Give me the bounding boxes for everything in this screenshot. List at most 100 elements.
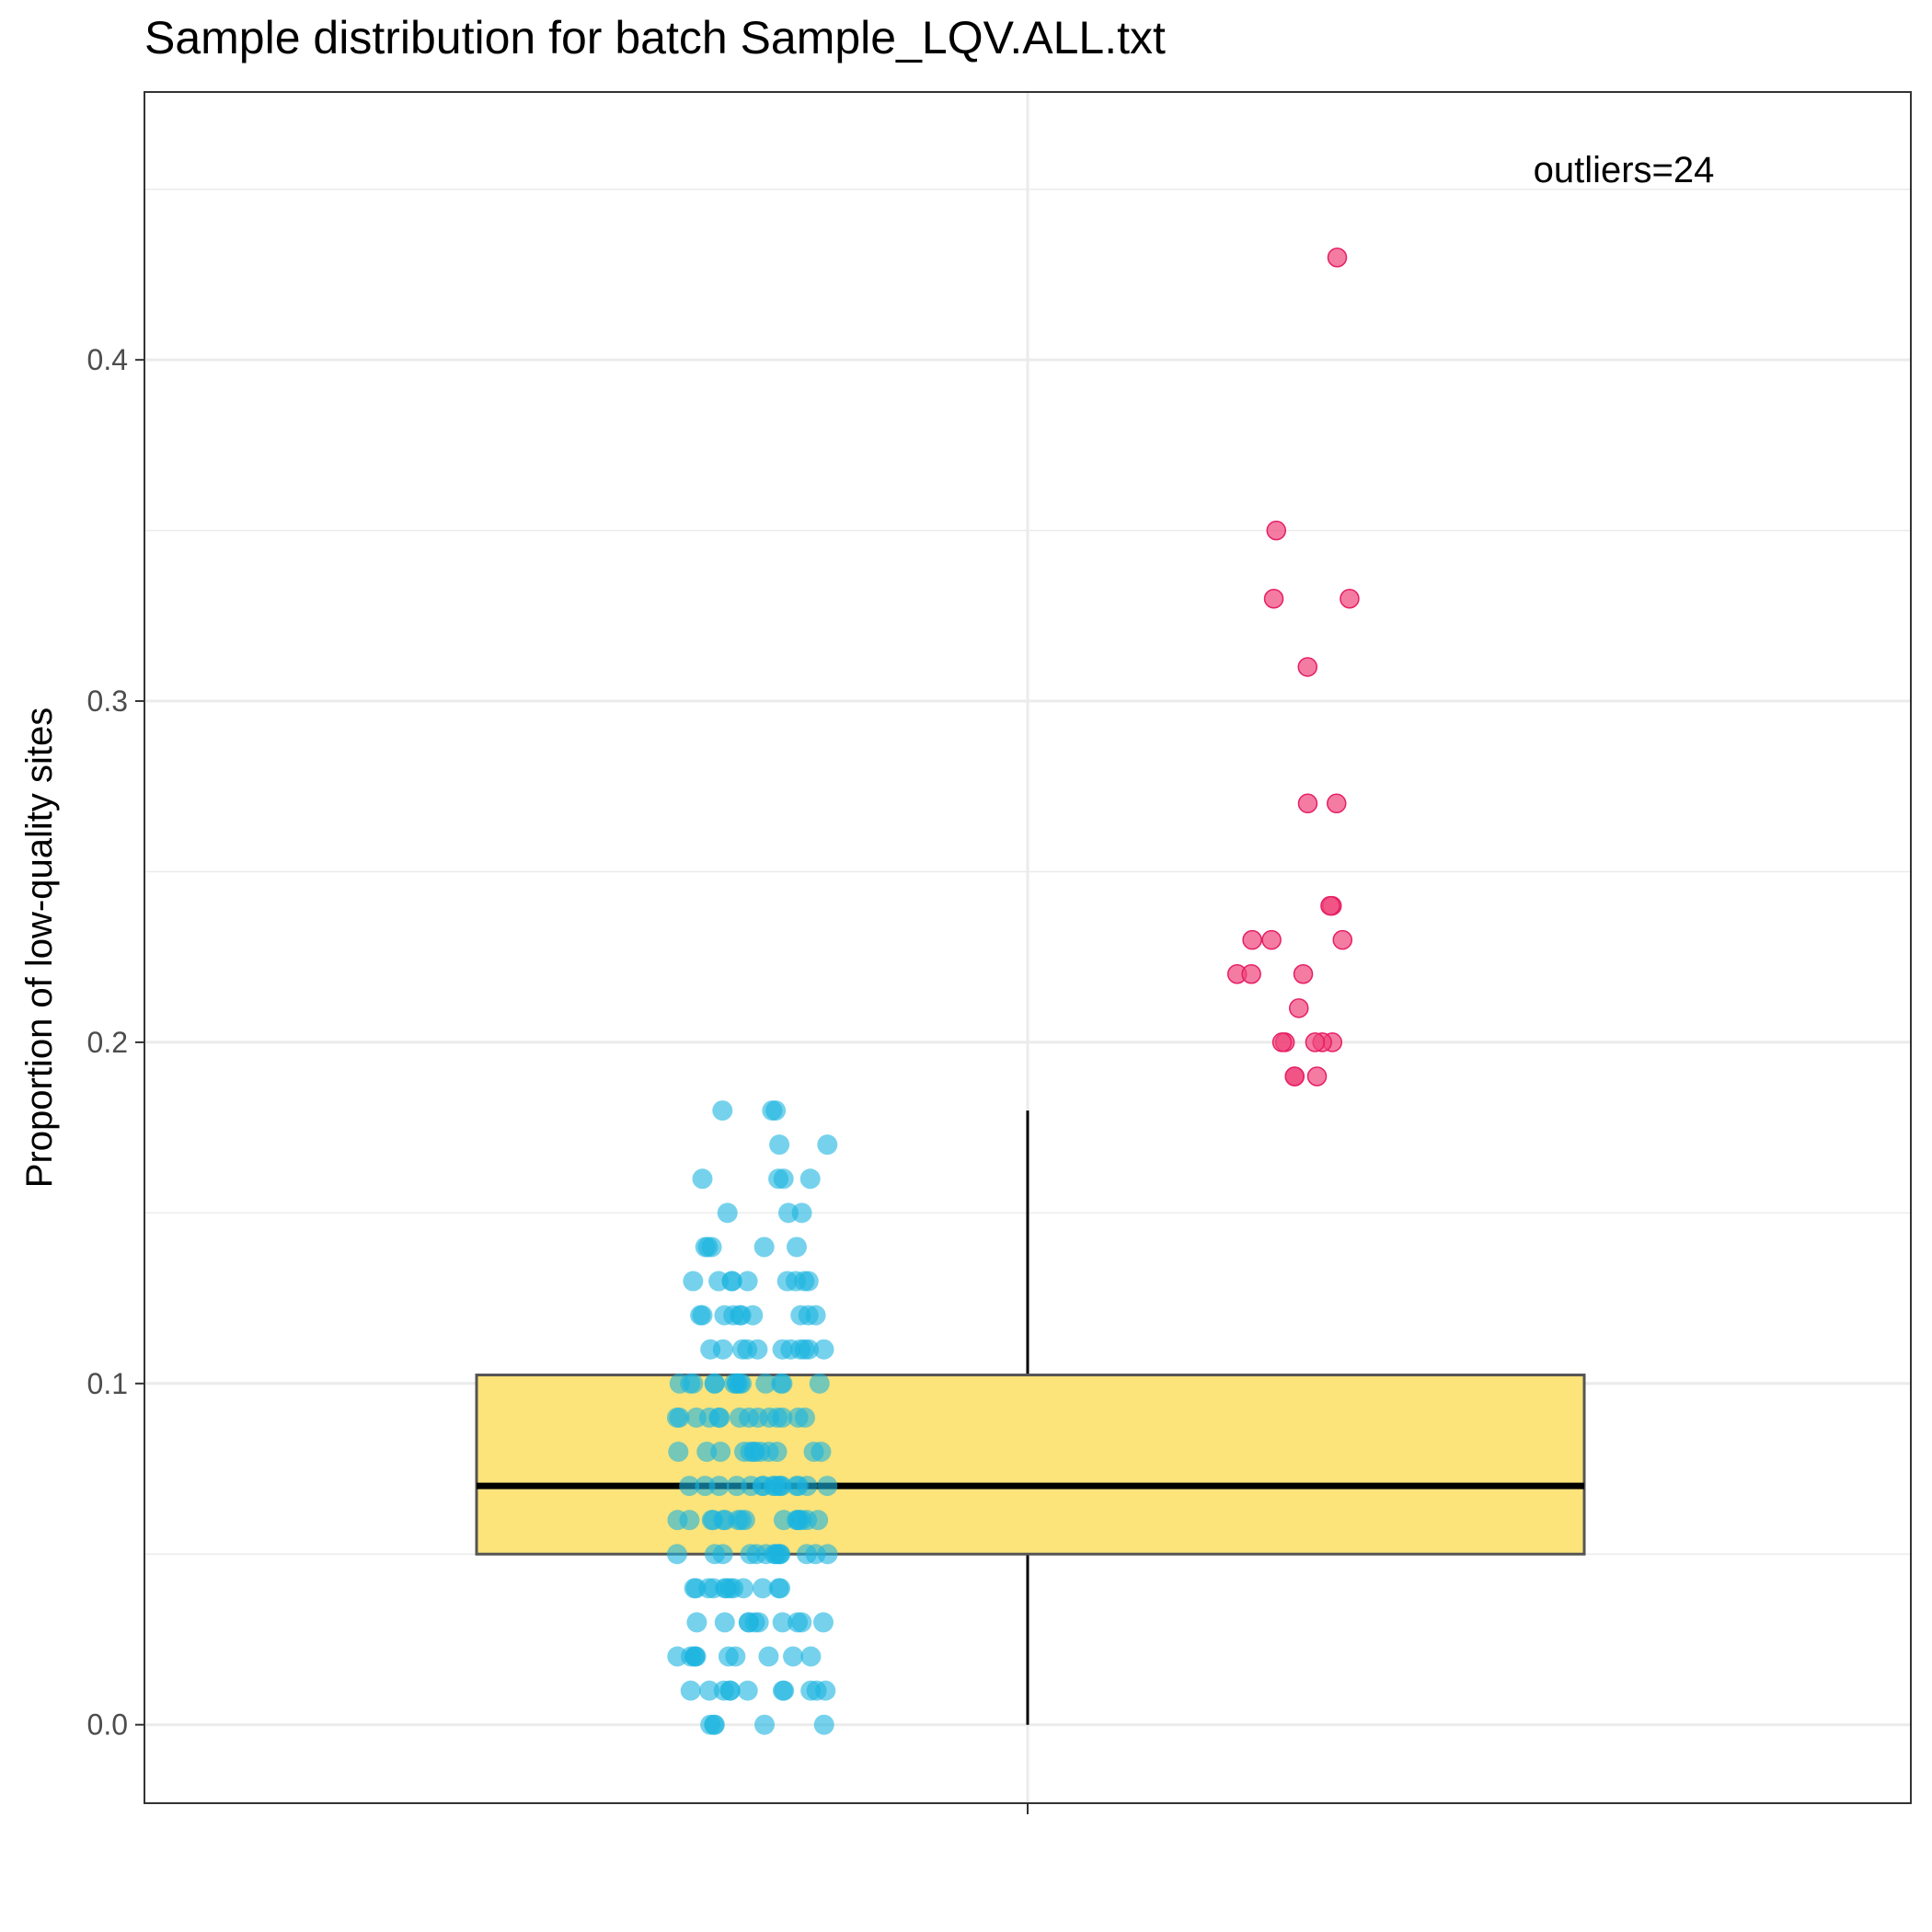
normal-point — [769, 1544, 790, 1565]
normal-point — [715, 1510, 736, 1531]
normal-point — [686, 1612, 707, 1633]
normal-point — [740, 1544, 761, 1565]
normal-point — [817, 1134, 838, 1156]
normal-point — [805, 1544, 826, 1565]
normal-point — [737, 1271, 758, 1292]
y-tick-label: 0.4 — [87, 343, 128, 376]
normal-point — [790, 1305, 811, 1326]
outlier-points — [1226, 247, 1360, 1087]
normal-point — [773, 1168, 794, 1190]
normal-point — [717, 1202, 738, 1224]
normal-point — [772, 1680, 793, 1701]
normal-point — [667, 1510, 688, 1531]
normal-point — [754, 1714, 776, 1735]
normal-point — [699, 1680, 720, 1701]
normal-points — [666, 1100, 838, 1735]
normal-point — [772, 1612, 793, 1633]
normal-point — [772, 1339, 793, 1360]
normal-point — [800, 1646, 822, 1667]
outlier-point — [1306, 1066, 1328, 1087]
normal-point — [788, 1612, 809, 1633]
y-axis-title: Proportion of low-quality sites — [19, 707, 60, 1188]
normal-point — [786, 1236, 807, 1258]
normal-point — [692, 1168, 713, 1190]
normal-point — [813, 1339, 834, 1360]
y-tick-label: 0.0 — [87, 1708, 128, 1742]
outlier-point — [1266, 520, 1287, 541]
outlier-point — [1284, 1066, 1305, 1087]
outlier-point — [1305, 1032, 1326, 1052]
outlier-point — [1332, 929, 1353, 950]
normal-point — [679, 1476, 700, 1497]
normal-point — [794, 1271, 815, 1292]
normal-point — [690, 1305, 711, 1326]
normal-point — [747, 1339, 768, 1360]
outlier-point — [1327, 793, 1347, 814]
outlier-point — [1340, 589, 1360, 609]
normal-point — [737, 1680, 758, 1701]
normal-point — [783, 1646, 804, 1667]
normal-point — [762, 1100, 783, 1121]
normal-point — [712, 1339, 733, 1360]
normal-point — [669, 1373, 690, 1394]
normal-point — [695, 1476, 716, 1497]
normal-point — [794, 1339, 815, 1360]
normal-point — [794, 1407, 815, 1428]
normal-point — [714, 1612, 735, 1633]
normal-point — [697, 1236, 719, 1258]
normal-point — [668, 1441, 689, 1462]
normal-point — [772, 1373, 793, 1394]
normal-point — [787, 1510, 808, 1531]
y-tick-label: 0.1 — [87, 1367, 128, 1400]
normal-point — [731, 1339, 753, 1360]
normal-point — [813, 1714, 834, 1735]
outlier-point — [1320, 895, 1340, 916]
normal-point — [817, 1476, 838, 1497]
normal-point — [753, 1578, 774, 1599]
outlier-point — [1271, 1032, 1293, 1052]
outlier-point — [1289, 998, 1309, 1018]
outlier-point — [1293, 963, 1314, 984]
normal-point — [726, 1476, 747, 1497]
normal-point — [778, 1202, 799, 1224]
normal-point — [803, 1441, 824, 1462]
normal-point — [721, 1271, 742, 1292]
normal-point — [815, 1680, 836, 1701]
normal-point — [758, 1441, 779, 1462]
chart-title: Sample distribution for batch Sample_LQV… — [144, 12, 1166, 63]
normal-point — [776, 1271, 798, 1292]
outlier-point — [1261, 929, 1282, 950]
normal-point — [753, 1476, 774, 1497]
normal-point — [799, 1168, 821, 1190]
y-axis: 0.0 0.1 0.2 0.3 0.4 — [87, 343, 1029, 1814]
outlier-point — [1263, 589, 1284, 609]
iqr-box — [475, 1374, 1586, 1556]
normal-point — [684, 1646, 706, 1667]
outlier-point — [1241, 963, 1261, 984]
outliers-annotation: outliers=24 — [1534, 150, 1715, 190]
normal-point — [738, 1612, 759, 1633]
y-tick-label: 0.3 — [87, 684, 128, 718]
normal-point — [669, 1407, 690, 1428]
normal-point — [708, 1476, 730, 1497]
normal-point — [683, 1271, 704, 1292]
normal-point — [758, 1646, 779, 1667]
normal-point — [723, 1305, 744, 1326]
outlier-point — [1297, 657, 1318, 677]
normal-point — [771, 1476, 792, 1497]
normal-point — [696, 1441, 718, 1462]
normal-point — [704, 1544, 725, 1565]
normal-point — [730, 1510, 752, 1531]
normal-point — [812, 1612, 834, 1633]
normal-point — [666, 1544, 687, 1565]
normal-point — [725, 1646, 746, 1667]
outlier-point — [1327, 247, 1348, 268]
normal-point — [800, 1680, 822, 1701]
normal-point — [719, 1680, 741, 1701]
outlier-point — [1297, 793, 1318, 814]
normal-point — [769, 1134, 790, 1156]
normal-point — [731, 1373, 753, 1394]
box-plot — [475, 1110, 1586, 1725]
outlier-point — [1242, 929, 1262, 950]
